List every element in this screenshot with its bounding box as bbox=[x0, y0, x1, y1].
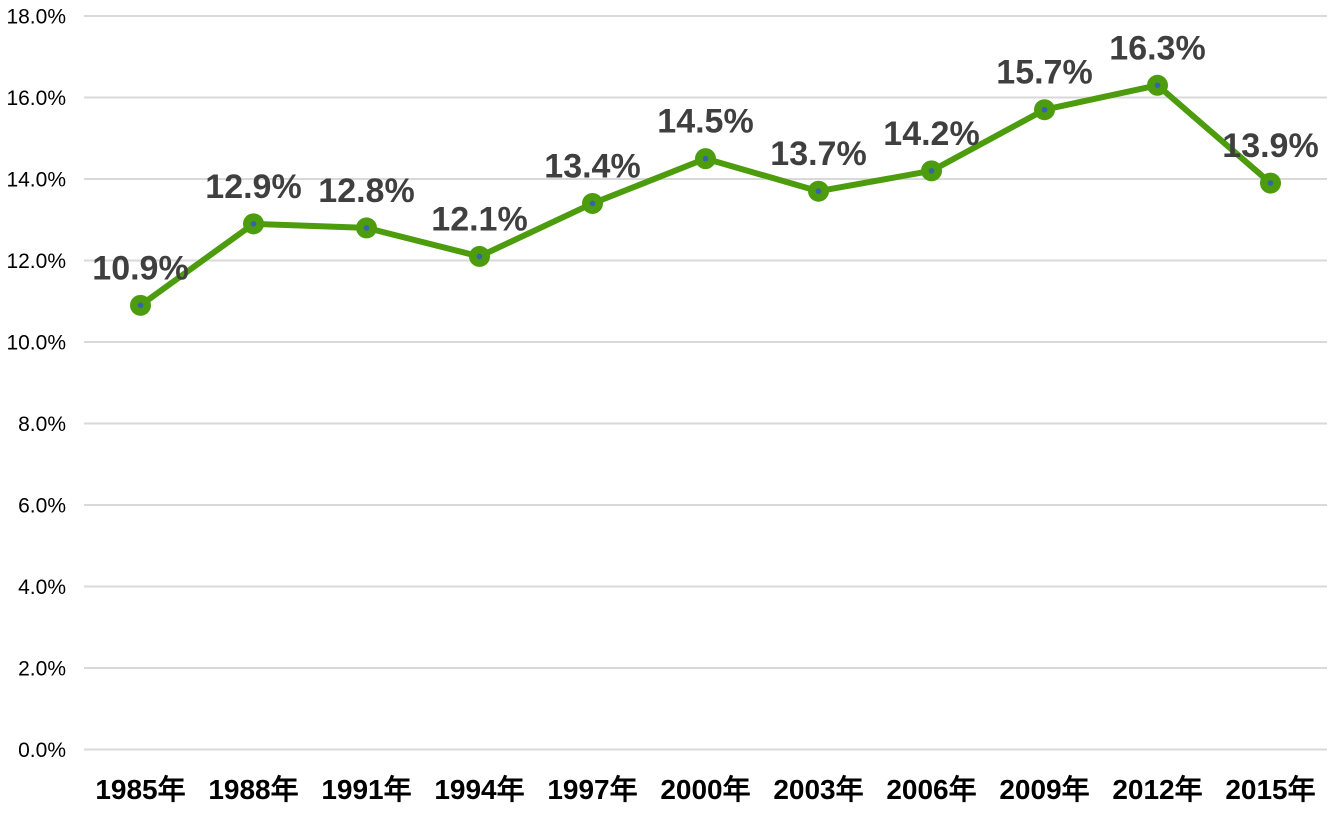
marker-center-dot bbox=[1154, 82, 1161, 89]
marker-center-dot bbox=[589, 200, 596, 207]
data-point-label: 13.4% bbox=[544, 147, 640, 185]
marker-center-dot bbox=[1267, 180, 1274, 186]
data-point-label: 10.9% bbox=[92, 249, 188, 287]
y-axis-tick-label: 6.0% bbox=[18, 495, 66, 518]
y-axis-tick-label: 12.0% bbox=[6, 250, 66, 273]
marker-center-dot bbox=[815, 188, 822, 195]
data-point-label: 13.7% bbox=[770, 135, 866, 173]
y-axis-tick-label: 0.0% bbox=[18, 739, 66, 762]
x-axis-tick-label: 2009年 bbox=[999, 773, 1089, 805]
data-point-label: 16.3% bbox=[1109, 29, 1205, 67]
x-axis-tick-label: 2015年 bbox=[1225, 773, 1315, 805]
x-axis-tick-label: 1988年 bbox=[208, 773, 298, 805]
y-axis-tick-label: 10.0% bbox=[6, 332, 66, 355]
data-point-label: 12.1% bbox=[431, 200, 527, 238]
y-axis-tick-label: 16.0% bbox=[6, 87, 66, 110]
x-axis-tick-label: 2012年 bbox=[1112, 773, 1202, 805]
y-axis-tick-label: 4.0% bbox=[18, 576, 66, 599]
data-point-label: 14.2% bbox=[883, 115, 979, 153]
marker-center-dot bbox=[928, 168, 935, 174]
x-axis-tick-label: 2000年 bbox=[660, 773, 750, 805]
marker-center-dot bbox=[137, 302, 144, 309]
marker-center-dot bbox=[250, 221, 257, 227]
x-axis-tick-label: 1985年 bbox=[95, 773, 185, 805]
data-point-label: 12.8% bbox=[318, 172, 414, 210]
marker-center-dot bbox=[363, 225, 370, 231]
marker-center-dot bbox=[1041, 106, 1048, 113]
x-axis-tick-label: 1991年 bbox=[321, 773, 411, 805]
y-axis-tick-label: 2.0% bbox=[18, 658, 66, 681]
data-point-label: 12.9% bbox=[205, 168, 301, 206]
data-point-label: 13.9% bbox=[1222, 127, 1318, 165]
x-axis-tick-label: 2006年 bbox=[886, 773, 976, 805]
data-point-label: 15.7% bbox=[996, 54, 1092, 92]
y-axis-tick-label: 8.0% bbox=[18, 413, 66, 436]
marker-center-dot bbox=[702, 155, 709, 162]
data-point-label: 14.5% bbox=[657, 103, 753, 141]
y-axis-tick-label: 14.0% bbox=[6, 169, 66, 192]
x-axis-tick-label: 1997年 bbox=[547, 773, 637, 805]
x-axis-tick-label: 2003年 bbox=[773, 773, 863, 805]
y-axis-tick-label: 18.0% bbox=[6, 6, 66, 29]
marker-center-dot bbox=[476, 253, 483, 260]
x-axis-tick-label: 1994年 bbox=[434, 773, 524, 805]
